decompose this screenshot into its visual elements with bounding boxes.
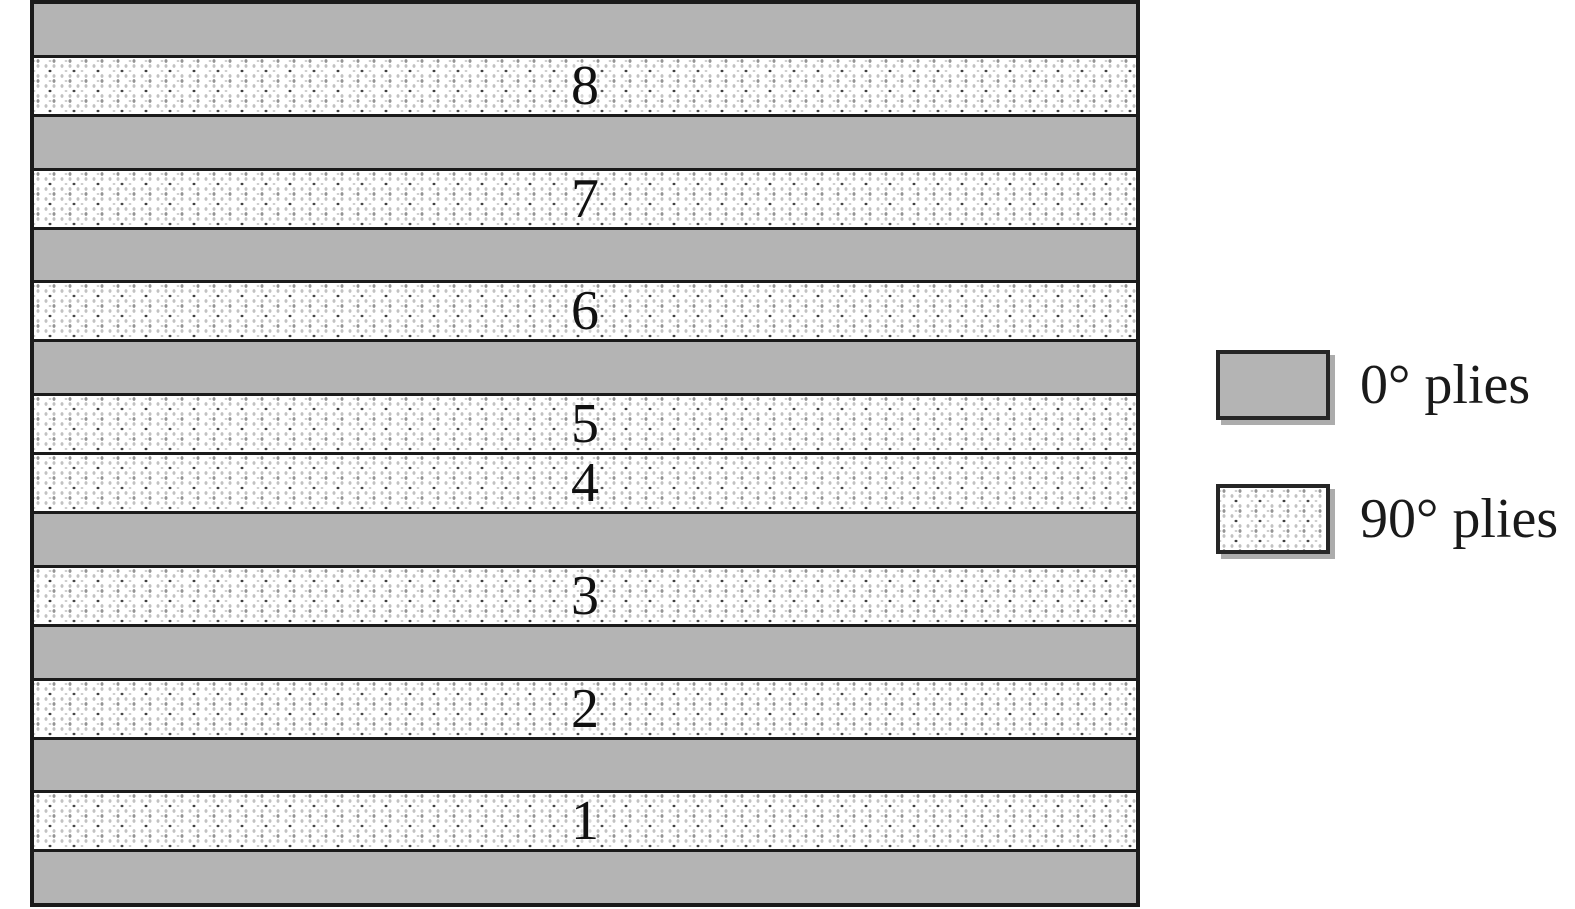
legend-label: 0° plies xyxy=(1360,354,1531,416)
ply-layer-90deg: 2 xyxy=(34,677,1136,740)
ply-layer-90deg: 8 xyxy=(34,54,1136,117)
ply-layer-90deg: 7 xyxy=(34,167,1136,230)
legend: 0° plies 90° plies xyxy=(1216,350,1558,554)
ply-number-label: 8 xyxy=(571,54,599,117)
legend-item: 0° plies xyxy=(1216,350,1558,420)
ply-layer-0deg xyxy=(34,339,1136,393)
ply-layer-0deg xyxy=(34,736,1136,791)
ply-number-label: 2 xyxy=(571,677,599,740)
ply-layer-0deg xyxy=(34,4,1136,55)
ply-number-label: 1 xyxy=(571,790,599,853)
ply-number-label: 3 xyxy=(571,564,599,627)
ply-layer-90deg: 3 xyxy=(34,564,1136,627)
ply-layer-90deg: 4 xyxy=(34,452,1136,511)
legend-label: 90° plies xyxy=(1360,488,1559,550)
ply-layer-0deg xyxy=(34,849,1136,903)
ply-number-label: 4 xyxy=(571,452,599,514)
ply-number-label: 6 xyxy=(571,280,599,343)
legend-swatch-90deg xyxy=(1216,484,1330,554)
ply-layer-0deg xyxy=(34,113,1136,168)
ply-layer-90deg: 5 xyxy=(34,393,1136,452)
ply-layer-90deg: 1 xyxy=(34,790,1136,853)
legend-swatch-0deg xyxy=(1216,350,1330,420)
legend-item: 90° plies xyxy=(1216,484,1558,554)
ply-number-label: 5 xyxy=(571,393,599,455)
ply-layer-90deg: 6 xyxy=(34,280,1136,343)
ply-layer-0deg xyxy=(34,511,1136,565)
ply-number-label: 7 xyxy=(571,167,599,230)
ply-layer-0deg xyxy=(34,226,1136,281)
ply-layer-0deg xyxy=(34,623,1136,678)
